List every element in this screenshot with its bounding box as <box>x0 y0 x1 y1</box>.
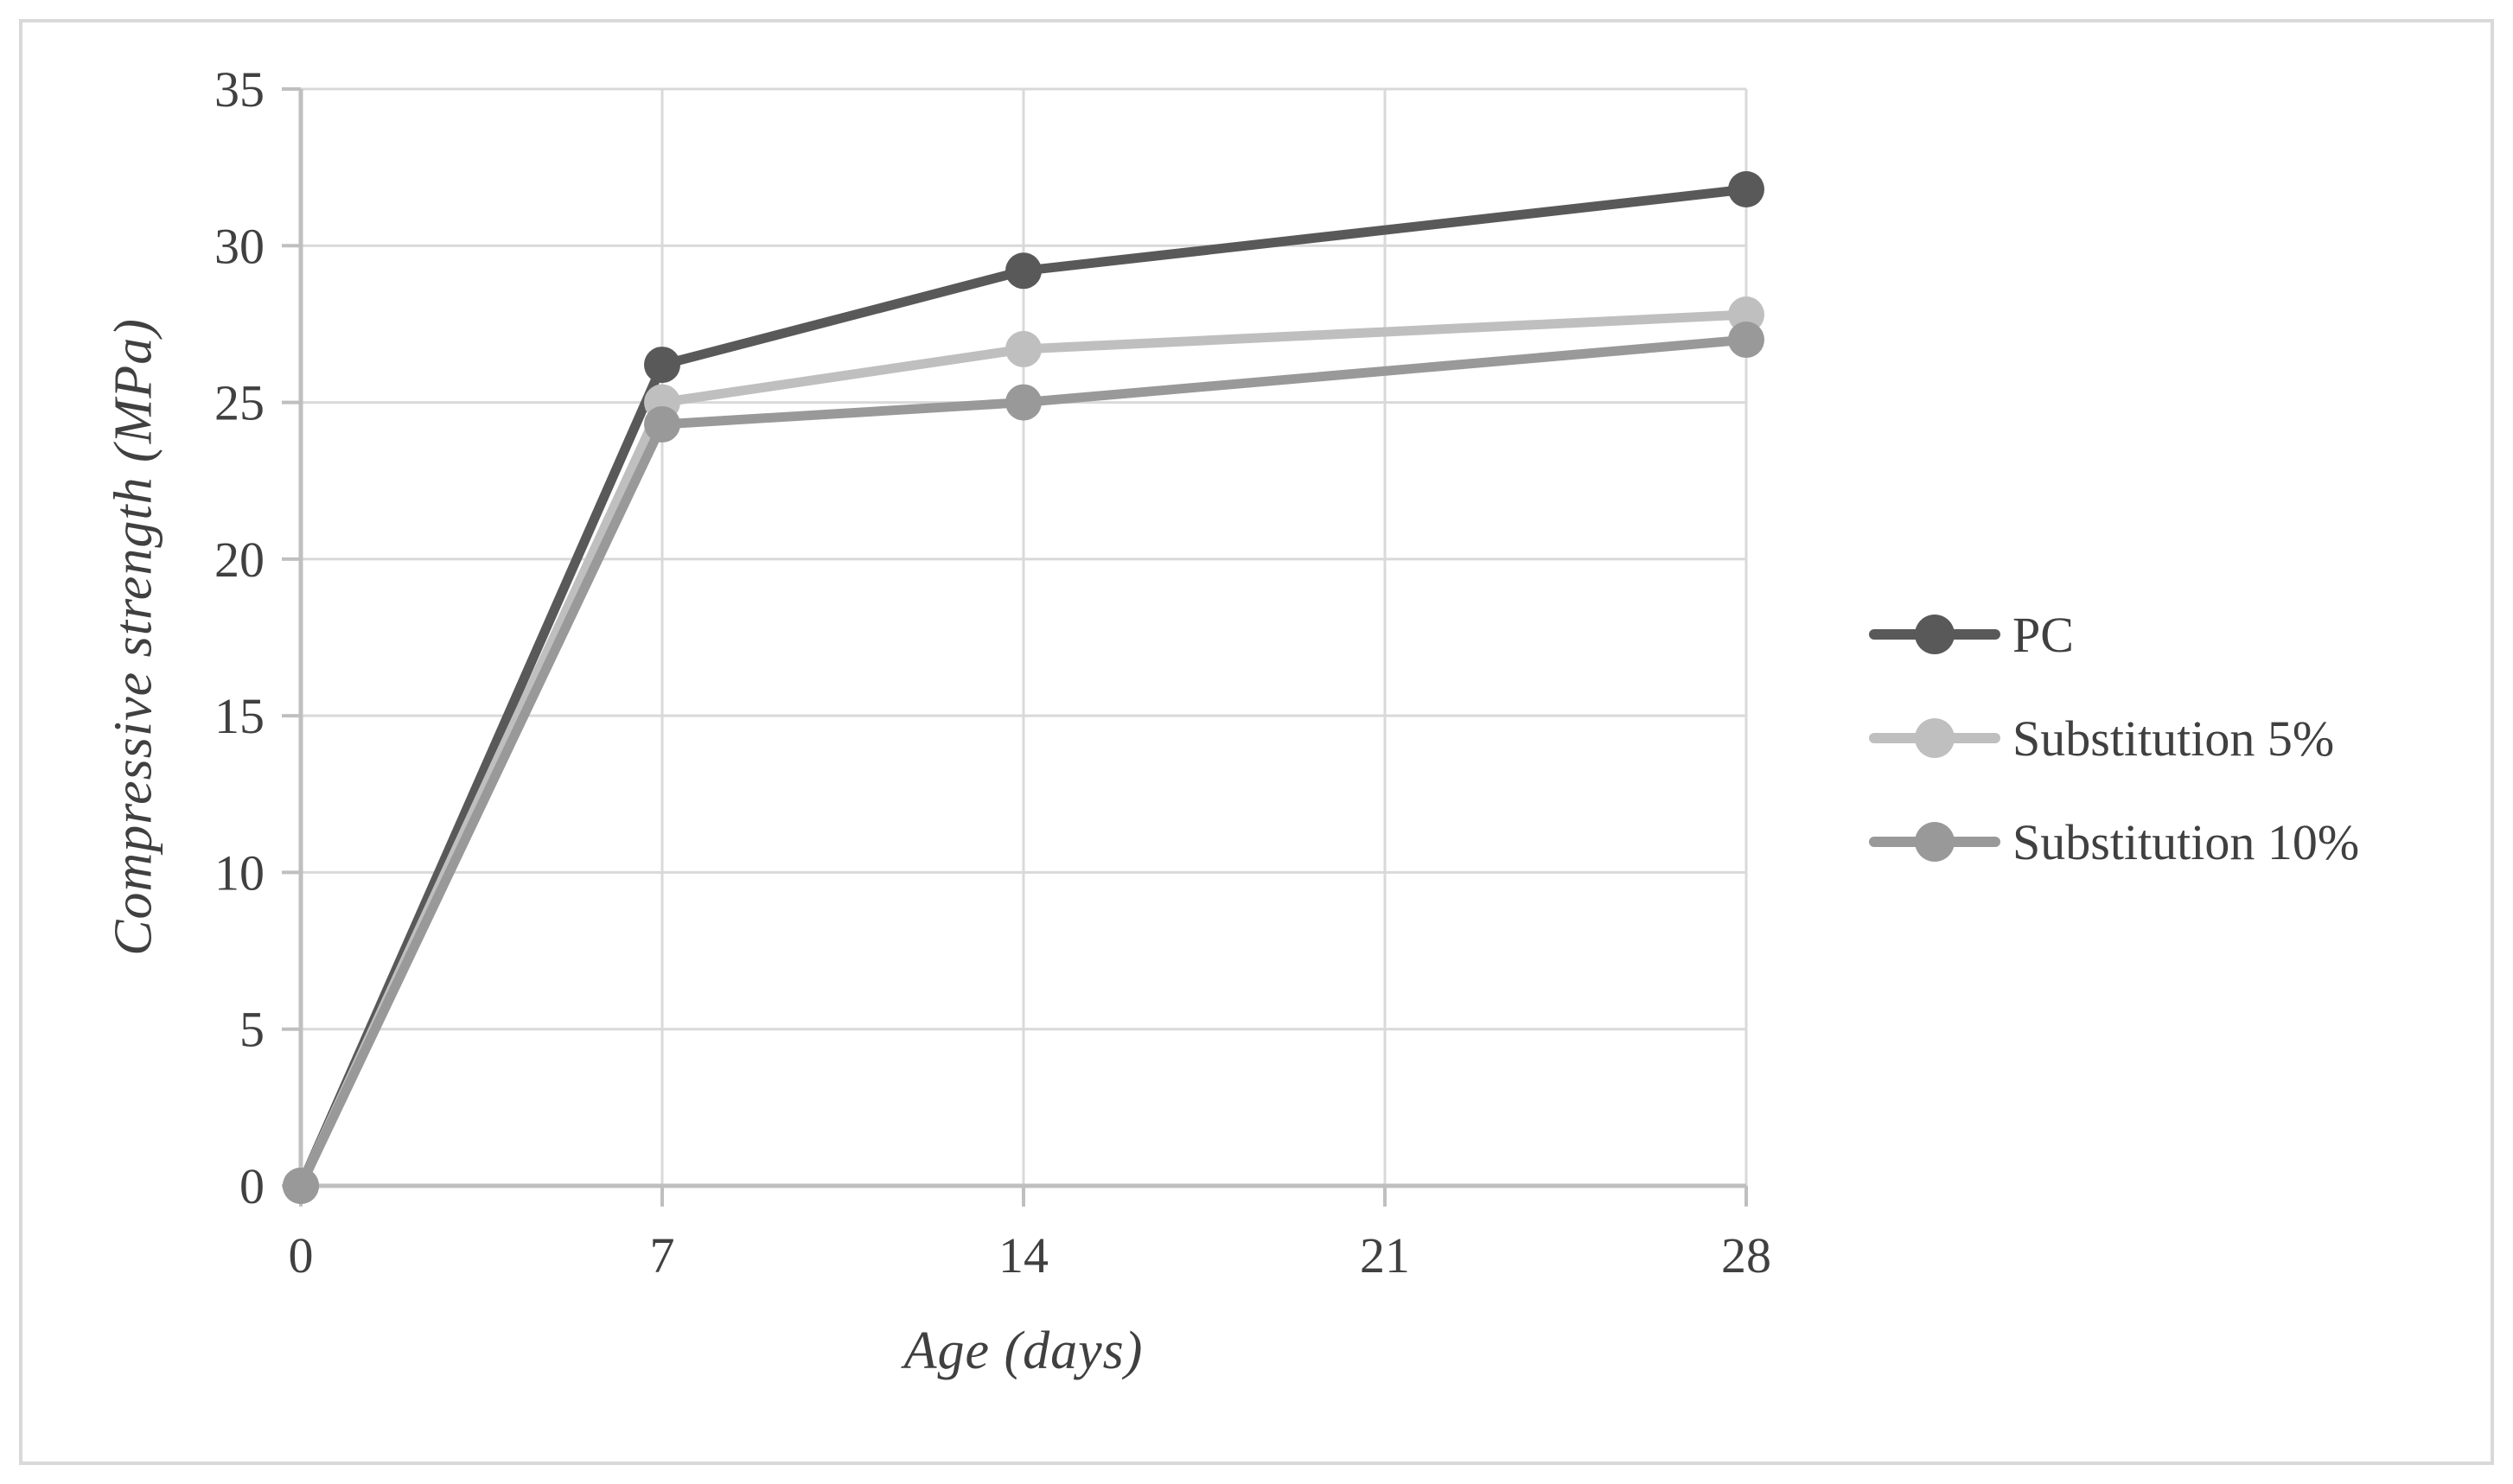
figure-border <box>19 19 2494 1465</box>
legend-swatch-icon <box>1869 816 2000 868</box>
legend-swatch-icon <box>1869 608 2000 660</box>
legend-marker-icon <box>1915 718 1955 758</box>
legend-marker-icon <box>1915 822 1955 862</box>
data-point-Substitution 10% <box>1728 322 1764 359</box>
x-tick-label: 28 <box>1721 1227 1771 1283</box>
y-tick-label: 10 <box>214 844 265 901</box>
x-tick-label: 7 <box>650 1227 675 1283</box>
legend-marker-icon <box>1915 615 1955 654</box>
legend-label: PC <box>2012 606 2074 663</box>
legend-label: Substitution 10% <box>2012 813 2360 870</box>
data-point-PC <box>1005 252 1042 290</box>
legend-item: Substitution 5% <box>1869 710 2359 767</box>
x-tick-label: 0 <box>289 1227 314 1283</box>
legend-label: Substitution 5% <box>2012 710 2335 767</box>
legend-swatch-icon <box>1869 712 2000 764</box>
y-tick-label: 35 <box>214 61 265 118</box>
data-point-Substitution 5% <box>1728 296 1764 334</box>
legend: PC Substitution 5% Substitution 10% <box>1869 607 2360 920</box>
data-point-PC <box>1728 171 1764 208</box>
x-tick-label: 21 <box>1360 1227 1410 1283</box>
y-axis-title: Compressive strength (MPa) <box>104 318 163 956</box>
data-point-Substitution 10% <box>644 405 680 443</box>
legend-item: PC <box>1869 607 2359 663</box>
data-point-PC <box>644 347 680 384</box>
y-tick-label: 30 <box>214 218 265 274</box>
y-tick-label: 20 <box>214 532 265 588</box>
legend-item: Substitution 10% <box>1869 813 2360 870</box>
y-tick-label: 25 <box>214 375 265 431</box>
series-line-Substitution 10% <box>296 334 1751 1191</box>
y-tick-label: 5 <box>239 1002 265 1058</box>
series-line-PC <box>296 184 1751 1191</box>
data-point-Substitution 10% <box>1005 384 1042 421</box>
data-point-Substitution 10% <box>283 1168 319 1204</box>
y-tick-label: 15 <box>214 688 265 744</box>
y-tick-label: 0 <box>239 1158 265 1214</box>
data-point-Substitution 5% <box>1005 330 1042 367</box>
x-tick-label: 14 <box>998 1227 1049 1283</box>
x-axis-title: Age (days) <box>903 1322 1144 1380</box>
